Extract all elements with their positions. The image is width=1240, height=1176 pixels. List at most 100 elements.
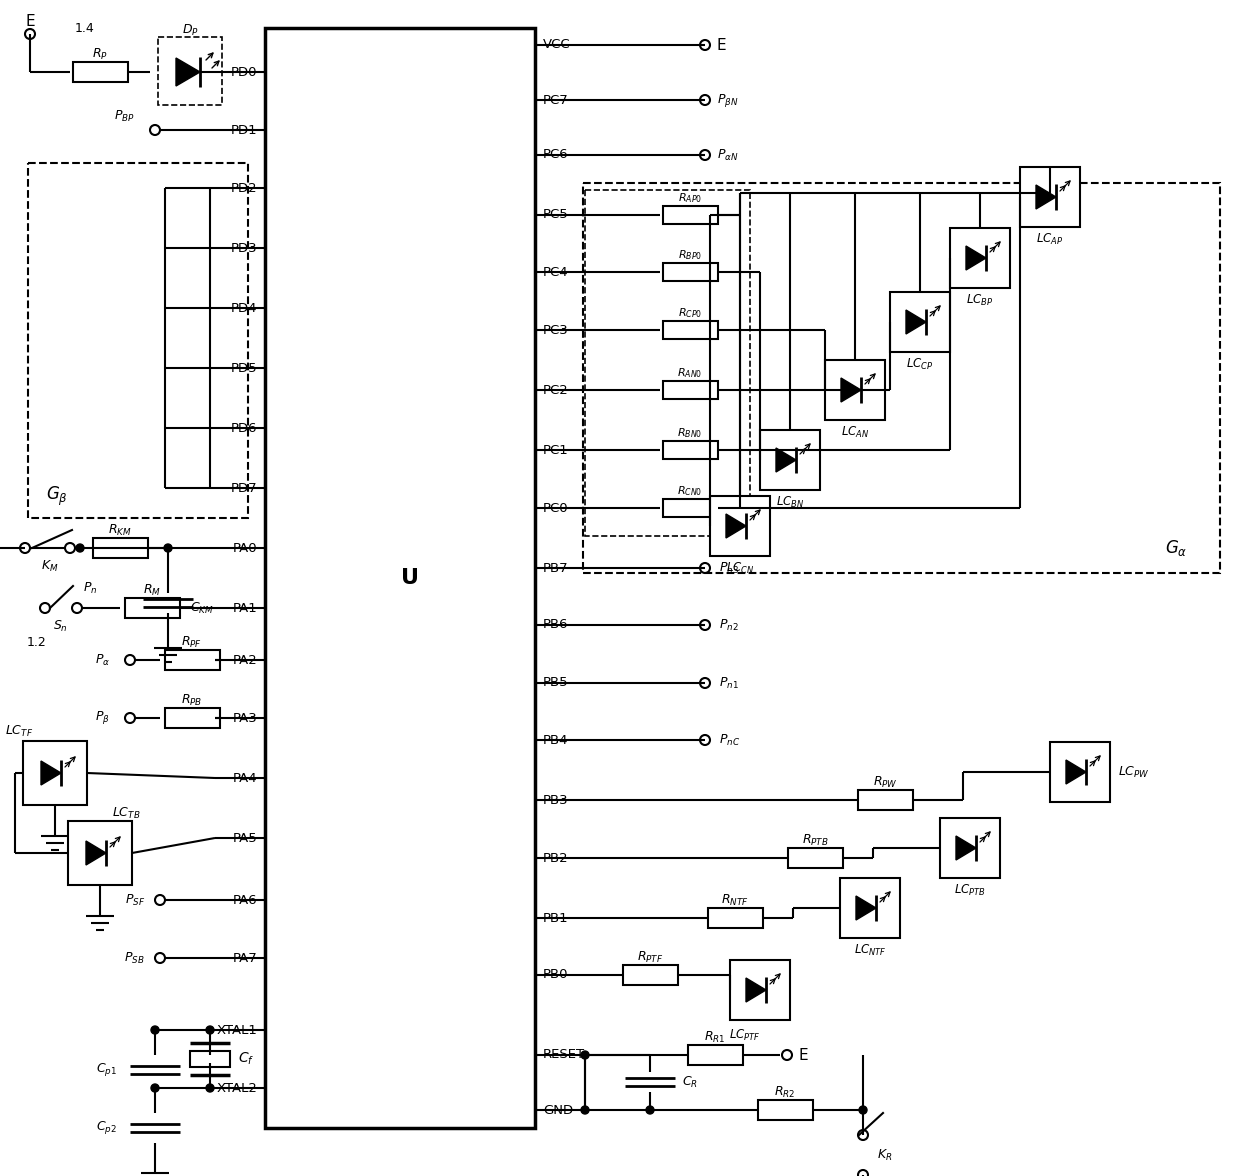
Bar	[708, 908, 763, 928]
Bar	[265, 28, 534, 1128]
Text: XTAL2: XTAL2	[216, 1082, 257, 1095]
Polygon shape	[956, 836, 976, 860]
Text: $P_{\beta N}$: $P_{\beta N}$	[717, 92, 739, 108]
Circle shape	[582, 1051, 589, 1060]
Bar	[125, 599, 180, 619]
Text: PD7: PD7	[231, 481, 257, 494]
Text: $R_{PW}$: $R_{PW}$	[873, 775, 898, 789]
Bar	[858, 790, 913, 810]
Text: $R_P$: $R_P$	[92, 46, 108, 61]
Bar	[663, 206, 718, 223]
Circle shape	[164, 544, 172, 552]
Text: PA1: PA1	[232, 601, 257, 615]
Text: PB2: PB2	[543, 851, 569, 864]
Text: E: E	[25, 14, 35, 29]
Text: $R_{AN0}$: $R_{AN0}$	[677, 366, 703, 380]
Bar	[825, 360, 885, 420]
Text: PA2: PA2	[232, 654, 257, 667]
Polygon shape	[746, 978, 766, 1002]
Text: $P_\alpha$: $P_\alpha$	[94, 653, 110, 668]
Bar	[157, 36, 222, 105]
Text: PC2: PC2	[543, 383, 569, 396]
Text: $P_{n2}$: $P_{n2}$	[719, 617, 739, 633]
Text: PD1: PD1	[231, 123, 257, 136]
Text: PA4: PA4	[232, 771, 257, 784]
Circle shape	[206, 1025, 215, 1034]
Bar	[663, 381, 718, 399]
Text: $C_R$: $C_R$	[682, 1075, 698, 1089]
Text: $R_{KM}$: $R_{KM}$	[108, 522, 131, 537]
Text: PC7: PC7	[543, 94, 569, 107]
Text: PA5: PA5	[232, 831, 257, 844]
Text: $LC_{AP}$: $LC_{AP}$	[1037, 232, 1064, 247]
Bar	[68, 821, 131, 886]
Text: $P_{SB}$: $P_{SB}$	[124, 950, 145, 965]
Text: $LC_{AN}$: $LC_{AN}$	[841, 425, 869, 440]
Text: PD2: PD2	[231, 181, 257, 194]
Polygon shape	[725, 514, 746, 537]
Text: PA6: PA6	[232, 894, 257, 907]
Bar	[663, 499, 718, 517]
Text: VCC: VCC	[543, 39, 570, 52]
Text: PB1: PB1	[543, 911, 569, 924]
Bar	[190, 1051, 229, 1067]
Text: GND: GND	[543, 1103, 573, 1116]
Bar	[29, 163, 248, 517]
Text: PB5: PB5	[543, 676, 569, 689]
Text: $LC_{NTF}$: $LC_{NTF}$	[853, 942, 887, 957]
Text: PD5: PD5	[231, 361, 257, 374]
Text: PA3: PA3	[232, 711, 257, 724]
Bar	[758, 1100, 813, 1120]
Text: PB3: PB3	[543, 794, 569, 807]
Bar	[165, 708, 219, 728]
Text: PC5: PC5	[543, 208, 569, 221]
Text: PD0: PD0	[231, 66, 257, 79]
Bar	[24, 741, 87, 806]
Text: 1.4: 1.4	[76, 21, 95, 34]
Bar	[688, 1045, 743, 1065]
Text: $C_{p1}$: $C_{p1}$	[95, 1062, 117, 1078]
Polygon shape	[86, 841, 105, 866]
Text: PB4: PB4	[543, 734, 568, 747]
Bar	[950, 228, 1011, 288]
Polygon shape	[1035, 185, 1056, 209]
Text: $R_{PB}$: $R_{PB}$	[181, 693, 202, 708]
Bar	[839, 878, 900, 938]
Text: E: E	[717, 38, 727, 53]
Text: $R_{PTF}$: $R_{PTF}$	[637, 949, 663, 964]
Polygon shape	[906, 310, 926, 334]
Text: $LC_{PTB}$: $LC_{PTB}$	[954, 882, 986, 897]
Text: $K_M$: $K_M$	[41, 559, 58, 574]
Text: $R_M$: $R_M$	[143, 582, 161, 597]
Text: PC3: PC3	[543, 323, 569, 336]
Polygon shape	[966, 246, 986, 270]
Bar	[165, 650, 219, 670]
Text: E: E	[799, 1048, 808, 1062]
Text: 1.2: 1.2	[27, 636, 47, 649]
Text: $G_\alpha$: $G_\alpha$	[1166, 537, 1188, 557]
Bar	[583, 183, 1220, 573]
Bar	[1021, 167, 1080, 227]
Text: $C_{p2}$: $C_{p2}$	[97, 1120, 117, 1136]
Text: $G_\beta$: $G_\beta$	[46, 485, 68, 508]
Bar	[585, 191, 750, 536]
Bar	[73, 62, 128, 82]
Circle shape	[151, 1084, 159, 1093]
Circle shape	[151, 1025, 159, 1034]
Text: PA0: PA0	[232, 541, 257, 555]
Text: $P_{n3}$: $P_{n3}$	[719, 561, 739, 575]
Text: $P_{nC}$: $P_{nC}$	[719, 733, 740, 748]
Bar	[93, 537, 148, 557]
Text: PA7: PA7	[232, 951, 257, 964]
Text: XTAL1: XTAL1	[216, 1023, 257, 1036]
Text: PB6: PB6	[543, 619, 568, 632]
Text: $C_{KM}$: $C_{KM}$	[190, 601, 213, 615]
Text: $S_n$: $S_n$	[52, 619, 67, 634]
Text: PB0: PB0	[543, 969, 568, 982]
Circle shape	[646, 1105, 653, 1114]
Polygon shape	[856, 896, 875, 920]
Bar	[890, 292, 950, 352]
Circle shape	[76, 544, 84, 552]
Polygon shape	[841, 377, 861, 402]
Text: $R_{PF}$: $R_{PF}$	[181, 634, 202, 649]
